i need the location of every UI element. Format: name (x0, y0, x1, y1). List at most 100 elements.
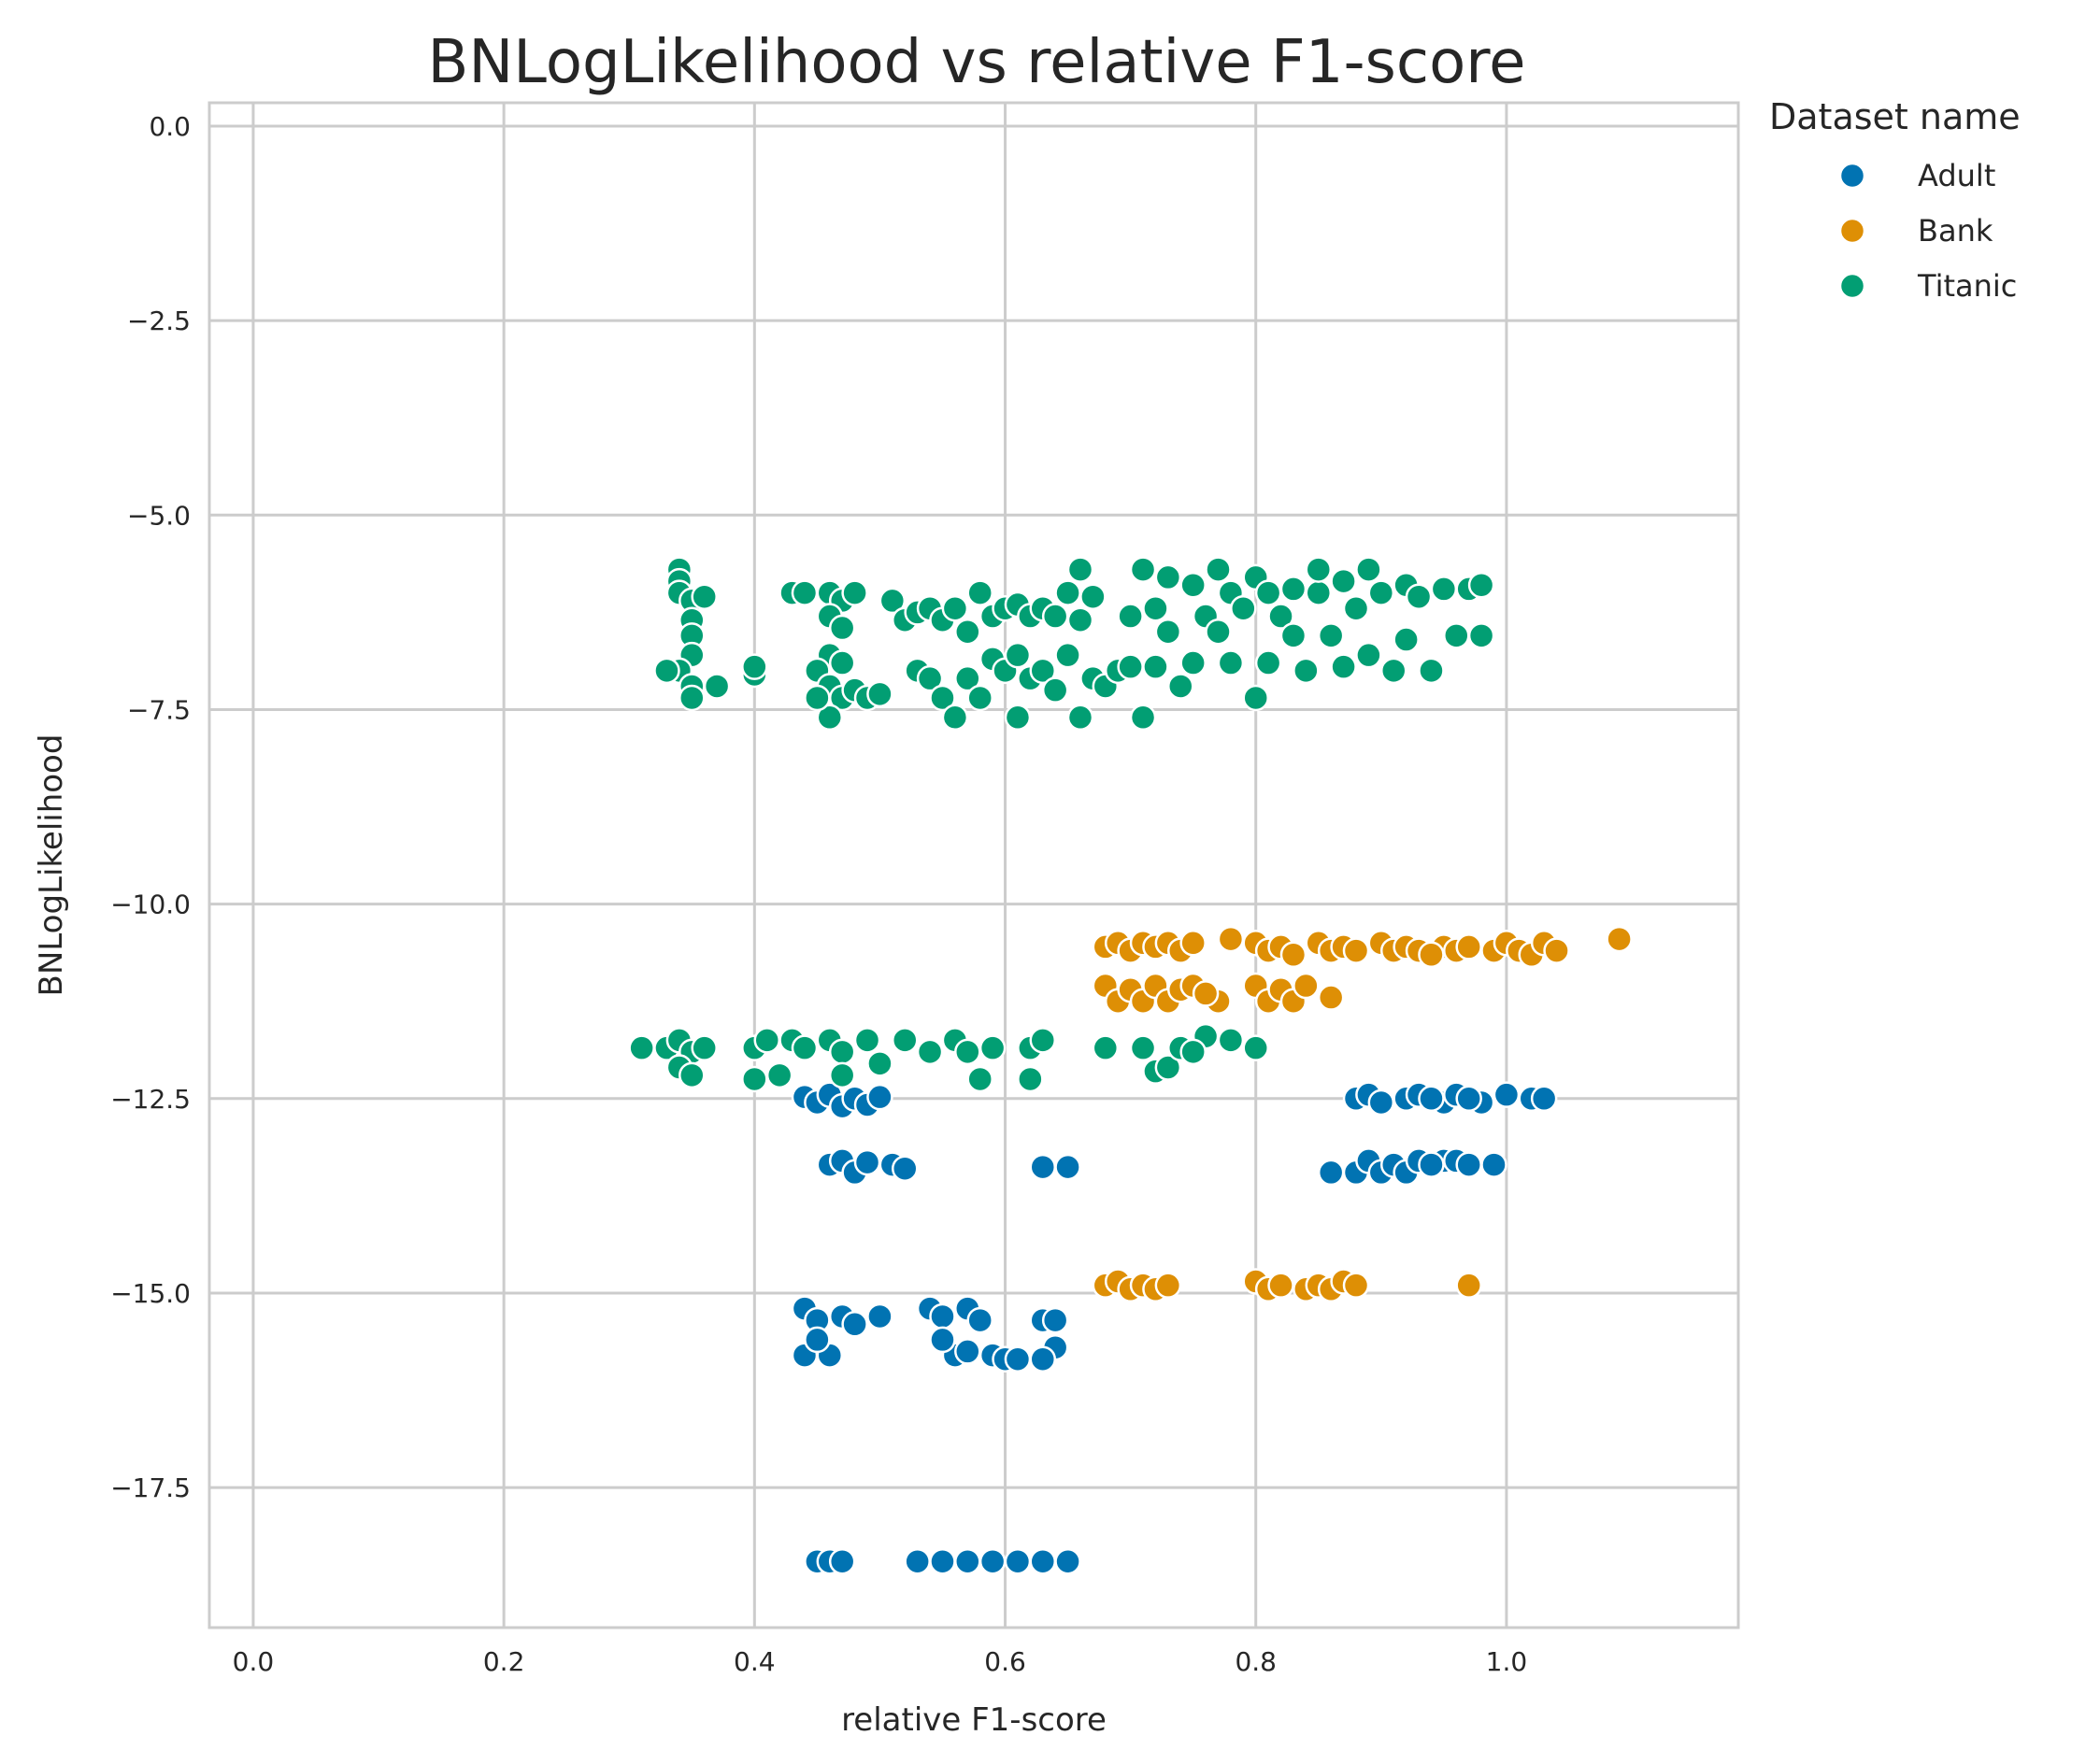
point-titanic (1443, 622, 1470, 649)
y-tick-label: −5.0 (127, 500, 191, 531)
legend-items: Adult Bank Titanic (1838, 158, 2017, 304)
point-titanic (1418, 657, 1445, 685)
point-titanic (653, 657, 680, 685)
point-titanic (1066, 606, 1094, 633)
point-titanic (1279, 622, 1307, 649)
data-points (628, 556, 1633, 1575)
point-titanic (1117, 653, 1144, 680)
point-titanic (1230, 594, 1257, 622)
point-adult (929, 1302, 956, 1330)
y-gridlines (209, 124, 1738, 1489)
point-titanic (1054, 641, 1081, 669)
point-titanic (703, 673, 731, 700)
point-titanic (1330, 653, 1357, 680)
point-titanic (691, 583, 718, 610)
point-adult (1493, 1081, 1521, 1108)
point-bank (1342, 937, 1370, 964)
legend-label-titanic: Titanic (1917, 268, 2017, 304)
point-titanic (1066, 556, 1094, 583)
point-bank (1279, 941, 1307, 969)
y-tick-label: −15.0 (110, 1278, 191, 1309)
point-adult (954, 1547, 981, 1575)
point-adult (853, 1148, 881, 1176)
point-titanic (1117, 603, 1144, 630)
x-axis-label: relative F1-score (841, 1701, 1107, 1739)
point-titanic (679, 1061, 706, 1089)
y-tick-label: −12.5 (110, 1084, 191, 1115)
point-titanic (1041, 603, 1069, 630)
point-bank (1543, 937, 1570, 964)
point-titanic (954, 618, 981, 646)
point-adult (954, 1338, 981, 1365)
legend-marker-adult (1838, 162, 1866, 190)
point-adult (1418, 1151, 1445, 1178)
point-adult (1004, 1547, 1032, 1575)
y-tick-label: −7.5 (127, 694, 191, 725)
point-titanic (1330, 567, 1357, 595)
legend-marker-titanic (1838, 272, 1866, 300)
point-titanic (1029, 657, 1057, 685)
point-titanic (753, 1027, 780, 1054)
point-bank (1217, 925, 1245, 953)
point-titanic (841, 579, 868, 606)
y-tick-label: −10.0 (110, 889, 191, 920)
point-bank (1606, 925, 1633, 953)
point-titanic (979, 1034, 1007, 1061)
point-titanic (866, 1050, 893, 1077)
legend-label-bank: Bank (1918, 213, 1993, 249)
point-titanic (691, 1034, 718, 1061)
point-titanic (879, 587, 907, 615)
point-titanic (941, 594, 969, 622)
point-titanic (1342, 594, 1370, 622)
point-bank (1179, 930, 1207, 957)
point-titanic (741, 653, 768, 680)
point-titanic (1054, 579, 1081, 606)
point-titanic (954, 1038, 981, 1066)
point-titanic (1041, 676, 1069, 704)
point-titanic (765, 1061, 793, 1089)
point-adult (866, 1302, 893, 1330)
plot-border (207, 101, 1740, 1629)
point-adult (841, 1311, 868, 1338)
point-titanic (1167, 673, 1194, 700)
point-adult (1317, 1159, 1345, 1187)
point-titanic (1367, 579, 1395, 606)
x-tick-label: 0.6 (984, 1646, 1026, 1677)
point-titanic (1317, 622, 1345, 649)
point-bank (1267, 1272, 1294, 1299)
point-titanic (1405, 583, 1433, 610)
point-titanic (1467, 622, 1495, 649)
point-adult (1480, 1151, 1507, 1178)
point-titanic (966, 1065, 993, 1093)
x-tick-label: 0.8 (1235, 1646, 1277, 1677)
point-titanic (1242, 1034, 1269, 1061)
point-titanic (828, 649, 856, 676)
point-adult (1054, 1153, 1081, 1181)
point-titanic (1205, 556, 1232, 583)
point-titanic (1179, 649, 1207, 676)
point-titanic (916, 664, 944, 692)
point-bank (1342, 1272, 1370, 1299)
point-titanic (929, 684, 956, 712)
point-bank (1154, 1272, 1182, 1299)
point-adult (1029, 1345, 1057, 1373)
point-titanic (966, 579, 993, 606)
y-tick-label: −17.5 (110, 1472, 191, 1503)
point-bank (1418, 941, 1445, 969)
point-adult (1041, 1306, 1069, 1334)
x-tick-label: 0.0 (233, 1646, 275, 1677)
point-titanic (1217, 649, 1245, 676)
point-bank (1455, 1272, 1482, 1299)
point-adult (979, 1547, 1007, 1575)
x-tick-label: 1.0 (1486, 1646, 1528, 1677)
point-adult (828, 1547, 856, 1575)
x-gridlines (251, 103, 1508, 1628)
point-titanic (741, 1065, 768, 1093)
point-adult (1004, 1345, 1032, 1373)
point-titanic (1205, 618, 1232, 646)
point-titanic (1217, 1027, 1245, 1054)
point-titanic (1142, 594, 1169, 622)
point-adult (1455, 1151, 1482, 1178)
point-titanic (1279, 576, 1307, 603)
point-titanic (679, 684, 706, 712)
